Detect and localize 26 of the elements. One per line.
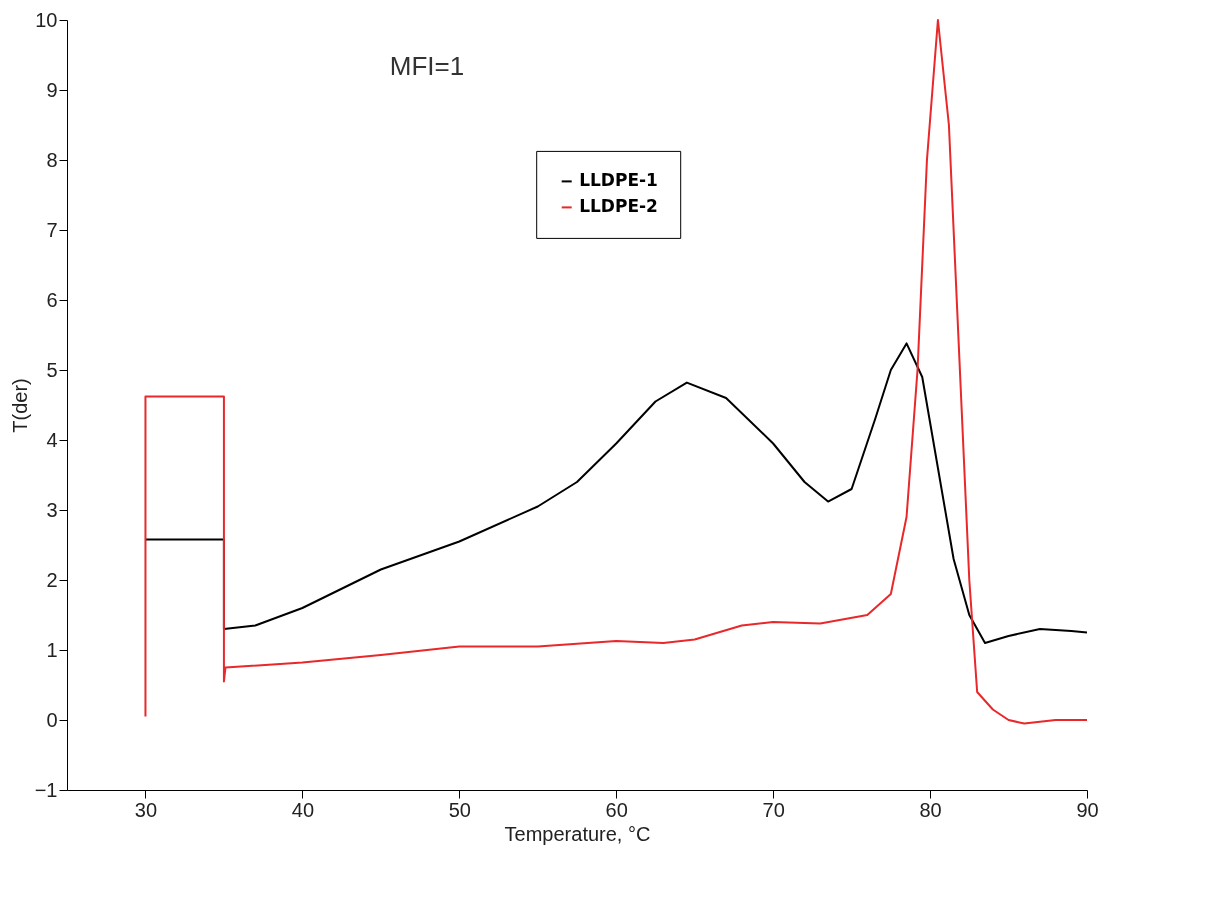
y-tick-label: 9 xyxy=(46,78,58,101)
legend-label: LLDPE-2 xyxy=(579,196,658,217)
y-axis-title: T(der) xyxy=(8,378,31,433)
y-tick-label: 7 xyxy=(46,218,58,241)
y-tick-label: 1 xyxy=(46,638,58,661)
y-tick-label: 3 xyxy=(46,498,58,521)
x-tick-label: 50 xyxy=(448,798,471,821)
x-tick-label: 70 xyxy=(762,798,785,821)
x-axis-title: Temperature, °C xyxy=(504,822,651,845)
y-tick-label: 6 xyxy=(46,288,58,311)
y-tick-label: 2 xyxy=(46,568,58,591)
x-tick-label: 80 xyxy=(919,798,942,821)
line-series xyxy=(144,342,1088,644)
text: MFI=1 xyxy=(389,51,465,81)
x-tick-label: 90 xyxy=(1076,798,1099,821)
line-series xyxy=(144,19,1088,725)
y-tick-label: −1 xyxy=(34,778,58,801)
y-tick-label: 5 xyxy=(46,358,58,381)
x-tick-label: 30 xyxy=(134,798,158,821)
y-tick-label: 8 xyxy=(46,148,58,171)
x-tick-label: 40 xyxy=(291,798,315,821)
x-tick-label: 60 xyxy=(605,798,628,821)
legend-label: LLDPE-1 xyxy=(579,170,658,191)
y-tick-label: 0 xyxy=(46,708,58,731)
y-tick-label: 4 xyxy=(46,428,58,451)
y-tick-label: 10 xyxy=(35,8,58,31)
